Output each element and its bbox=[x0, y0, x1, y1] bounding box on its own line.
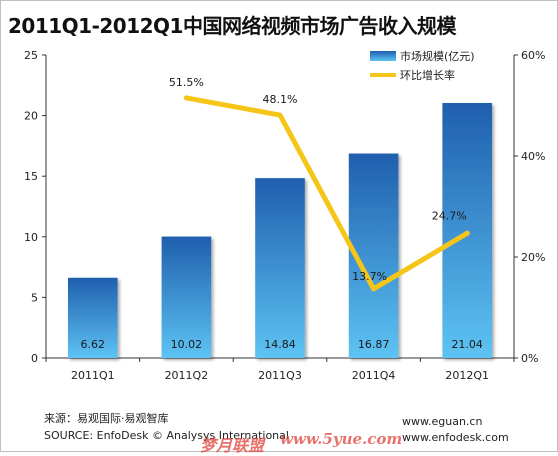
right-tick-label: 40% bbox=[521, 150, 545, 163]
x-tick-label: 2011Q4 bbox=[352, 369, 396, 382]
growth-rate-point bbox=[277, 112, 283, 118]
x-tick-label: 2011Q1 bbox=[71, 369, 115, 382]
bar bbox=[67, 277, 118, 358]
bars-group bbox=[67, 102, 493, 358]
site-enfodesk: www.enfodesk.com bbox=[402, 431, 509, 444]
growth-rate-label: 48.1% bbox=[263, 93, 298, 106]
source-cn: 来源：易观国际·易观智库 bbox=[44, 412, 169, 425]
growth-rate-label: 24.7% bbox=[432, 209, 467, 222]
source-en: SOURCE: EnfoDesk © Analysys Internationa… bbox=[44, 429, 289, 442]
legend-label-bar: 市场规模(亿元) bbox=[400, 49, 475, 63]
x-tick-label: 2011Q2 bbox=[165, 369, 209, 382]
growth-line-group bbox=[183, 95, 470, 292]
bar-value-label: 21.04 bbox=[451, 338, 483, 351]
legend-label-line: 环比增长率 bbox=[400, 68, 455, 82]
bar-value-label: 14.84 bbox=[264, 338, 296, 351]
left-tick-label: 0 bbox=[31, 352, 38, 365]
left-tick-label: 5 bbox=[31, 291, 38, 304]
bar bbox=[442, 102, 493, 358]
x-tick-label: 2012Q1 bbox=[445, 369, 489, 382]
bar-value-label: 16.87 bbox=[358, 338, 390, 351]
chart-title: 2011Q1-2012Q1中国网络视频市场广告收入规模 bbox=[8, 14, 456, 38]
left-tick-label: 25 bbox=[24, 49, 38, 62]
left-tick-label: 20 bbox=[24, 110, 38, 123]
left-tick-label: 10 bbox=[24, 231, 38, 244]
growth-rate-point bbox=[464, 230, 470, 236]
bar bbox=[255, 178, 305, 358]
labels-group: 6.62 10.02 14.84 16.87 21.04 51.5% 48.1% 13.7% 2… bbox=[81, 76, 483, 351]
bar-value-label: 6.62 bbox=[81, 338, 106, 351]
right-tick-label: 20% bbox=[521, 251, 545, 264]
watermark-text: 梦月联盟 bbox=[200, 436, 265, 455]
x-tick-label: 2011Q3 bbox=[258, 369, 302, 382]
growth-rate-point bbox=[371, 286, 377, 292]
right-tick-label: 0% bbox=[521, 352, 538, 365]
axes-group: 0 5 10 15 20 25 0% 20% 40% 60% 2011Q1 2011Q2 2011Q3 2… bbox=[24, 49, 545, 382]
bar bbox=[161, 236, 212, 358]
growth-rate-label: 13.7% bbox=[352, 270, 387, 283]
growth-rate-line bbox=[183, 95, 470, 292]
watermark-url: www.5yue.com bbox=[280, 430, 403, 448]
bar-value-label: 10.02 bbox=[171, 338, 203, 351]
legend-swatch-bar bbox=[370, 51, 396, 61]
right-tick-label: 60% bbox=[521, 49, 545, 62]
site-eguan: www.eguan.cn bbox=[402, 415, 483, 428]
growth-rate-label: 51.5% bbox=[169, 76, 204, 89]
growth-rate-point bbox=[183, 95, 189, 101]
left-tick-label: 15 bbox=[24, 170, 38, 183]
legend: 市场规模(亿元) 环比增长率 bbox=[370, 49, 475, 82]
